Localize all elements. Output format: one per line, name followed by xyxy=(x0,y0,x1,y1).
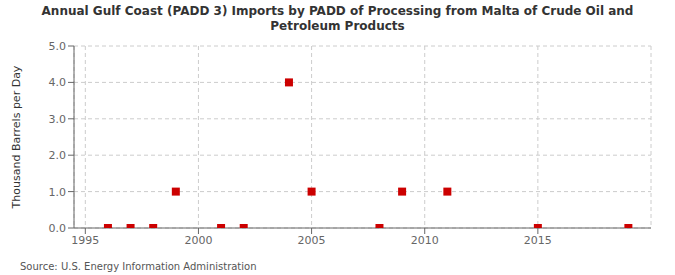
html-text:Petroleum Products: Petroleum Products xyxy=(270,19,405,33)
svg-text:5.0: 5.0 xyxy=(49,40,67,53)
html-text:Source: U.S. Energy Informatio: Source: U.S. Energy Information Administ… xyxy=(20,261,257,272)
svg-text:2010: 2010 xyxy=(411,234,439,247)
svg-text:1.0: 1.0 xyxy=(49,186,67,199)
svg-text:2000: 2000 xyxy=(184,234,212,247)
svg-text:2005: 2005 xyxy=(298,234,326,247)
svg-text:2.0: 2.0 xyxy=(49,149,67,162)
svg-text:4.0: 4.0 xyxy=(49,76,67,89)
svg-text:0.0: 0.0 xyxy=(49,222,67,235)
svg-text:3.0: 3.0 xyxy=(49,113,67,126)
svg-text:Thousand Barrels per Day: Thousand Barrels per Day xyxy=(10,65,23,209)
svg-text:1995: 1995 xyxy=(71,234,99,247)
html-text:Annual Gulf Coast (PADD 3) Imp: Annual Gulf Coast (PADD 3) Imports by PA… xyxy=(41,4,634,18)
svg-text:2015: 2015 xyxy=(524,234,552,247)
